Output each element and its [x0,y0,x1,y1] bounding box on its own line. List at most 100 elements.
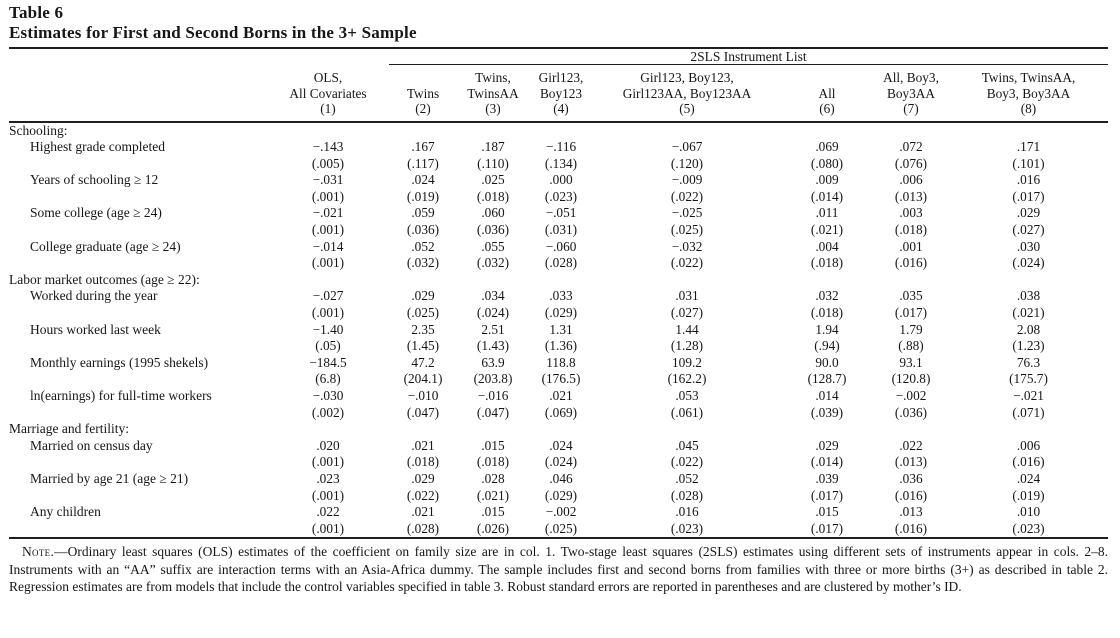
estimate-cell: .024 [411,172,435,188]
column-number: (2) [415,101,431,116]
standard-error-cell: (.014) [810,188,844,204]
estimate-row: Years of schooling ≥ 12 −.031 .024 .025 .000… [9,172,1108,189]
column-header-6: All (6) [781,64,873,123]
table-header: 2SLS Instrument List OLS, All Covariates(… [9,48,1108,123]
estimate-cell: .004 [815,238,839,254]
standard-error-cell: (.022) [670,188,704,204]
estimate-cell: .167 [411,139,435,155]
estimate-cell: .015 [481,437,505,453]
standard-error-cell: (.018) [476,454,510,470]
standard-error-cell: (.036) [406,222,440,238]
row-label-spacer [9,488,267,505]
column-header-label: Twins [406,85,440,101]
estimate-cell: −.025 [671,205,703,221]
estimate-cell: .053 [675,388,699,403]
row-label-spacer [9,454,267,471]
table-title: Estimates for First and Second Borns in … [9,23,417,42]
estimate-cell: 63.9 [481,354,505,370]
standard-error-cell: (.001) [311,222,345,238]
standard-error-cell: (.027) [1012,222,1045,238]
estimate-cell: .006 [1016,437,1041,453]
table-number: Table 6 [9,3,64,22]
standard-error-cell: (.039) [810,404,844,420]
estimate-cell: .029 [411,288,435,304]
estimate-cell: −.014 [312,238,344,254]
estimate-cell: −.021 [312,205,344,221]
row-label: Married by age 21 (age ≥ 21) [30,470,189,486]
estimate-cell: 1.94 [815,321,839,337]
standard-error-row: (.005) (.117) (.110) (.134) (.120) (.080) (.07… [9,156,1108,173]
estimate-cell: 93.1 [899,354,923,370]
estimate-cell: 2.51 [481,321,505,337]
standard-error-cell: (.001) [311,305,345,321]
estimate-cell: −.143 [312,139,344,155]
column-number: (3) [485,101,501,116]
estimate-cell: .000 [549,172,573,188]
standard-error-cell: (.021) [1012,305,1045,321]
standard-error-cell: (.018) [476,188,510,204]
estimate-cell: 118.8 [546,354,576,370]
row-label-spacer [9,222,267,239]
row-label: Hours worked last week [30,321,161,337]
standard-error-row: (.001) (.019) (.018) (.023) (.022) (.014) (.01… [9,189,1108,206]
standard-error-cell: (.029) [544,487,578,503]
column-number: (7) [903,101,919,116]
standard-error-row: (.002) (.047) (.047) (.069) (.061) (.039) (.03… [9,405,1108,422]
section-row: Marriage and fertility: [9,421,1108,438]
estimate-cell: .024 [1016,470,1041,486]
estimate-cell: −.002 [545,504,577,520]
row-label-spacer [9,156,267,173]
standard-error-cell: (.028) [406,520,440,536]
standard-error-cell: (.036) [476,222,510,238]
estimate-cell: −.021 [1013,388,1044,403]
standard-error-cell: (.032) [406,255,440,271]
standard-error-cell: (.080) [810,155,844,171]
column-header-label: All Covariates [289,85,367,101]
section-label: Schooling: [9,122,68,138]
column-header-label: All, Boy3, [883,70,939,85]
estimate-cell: .022 [316,504,340,520]
standard-error-row: (.001) (.032) (.032) (.028) (.022) (.018) (.01… [9,255,1108,272]
column-header-4: Girl123, Boy123 (4) [529,64,593,123]
estimate-cell: .021 [549,388,573,403]
standard-error-cell: (120.8) [891,371,931,387]
row-label: Worked during the year [30,288,158,304]
standard-error-cell: (.025) [670,222,704,238]
standard-error-cell: (.021) [810,222,844,238]
row-label: ln(earnings) for full-time workers [30,388,212,403]
column-header-1: OLS, All Covariates (1) [267,64,389,123]
estimate-cell: −.002 [895,388,927,403]
results-table: 2SLS Instrument List OLS, All Covariates(… [9,47,1108,540]
estimate-cell: .030 [1016,238,1041,254]
estimate-cell: −.009 [671,172,703,188]
standard-error-cell: (.047) [476,404,510,420]
estimate-cell: .025 [481,172,505,188]
column-number: (6) [819,101,835,116]
estimate-cell: .045 [675,437,699,453]
column-header-label: All [818,85,836,101]
standard-error-cell: (.017) [894,305,928,321]
estimate-cell: .016 [1016,172,1041,188]
estimate-cell: .052 [411,238,435,254]
row-label: College graduate (age ≥ 24) [30,238,181,254]
standard-error-cell: (.014) [810,454,844,470]
standard-error-cell: (.061) [670,404,704,420]
estimate-cell: .015 [481,504,505,520]
paper-page: Table 6 Estimates for First and Second B… [9,3,1108,594]
estimate-cell: 2.08 [1016,321,1041,337]
estimate-cell: .013 [899,504,923,520]
estimate-cell: .011 [815,205,839,221]
standard-error-cell: (1.45) [406,338,440,354]
estimate-cell: .046 [549,470,573,486]
row-label: Highest grade completed [30,139,165,155]
estimate-cell: −.116 [545,139,577,155]
row-label-spacer [9,189,267,206]
estimate-cell: .072 [899,139,923,155]
column-header-label: OLS, [313,70,343,85]
standard-error-cell: (1.43) [476,338,510,354]
section-row: Schooling: [9,122,1108,140]
standard-error-cell: (.110) [477,155,509,171]
estimate-row: Highest grade completed −.143 .167 .187 −.11… [9,139,1108,156]
column-header-row: OLS, All Covariates (1) Twins (2) Twins, Twins… [9,64,1108,123]
estimate-cell: .006 [899,172,923,188]
